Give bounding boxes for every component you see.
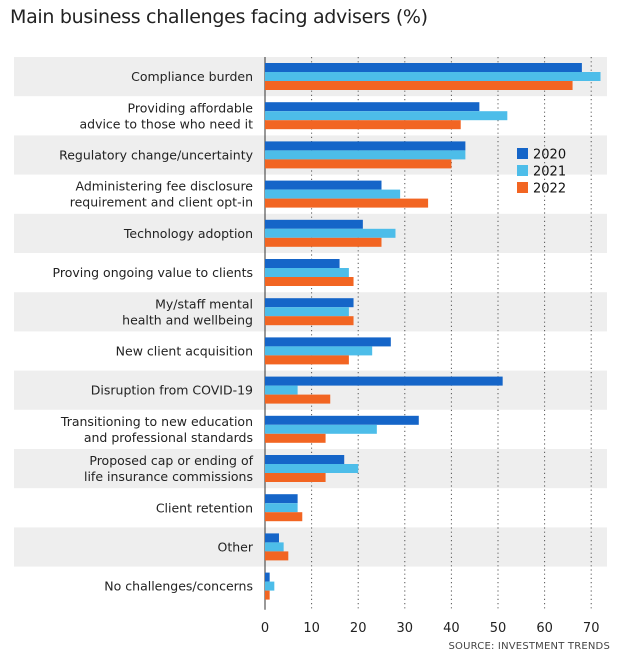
- bar-2021: [265, 581, 275, 591]
- legend-swatch-2022: [517, 182, 528, 193]
- bar-2020: [265, 298, 354, 308]
- bar-2020: [265, 337, 391, 347]
- category-label: Proving ongoing value to clients: [53, 265, 253, 280]
- bar-2021: [265, 346, 373, 356]
- category-label: Disruption from COVID-19: [91, 383, 253, 398]
- chart-title: Main business challenges facing advisers…: [10, 6, 428, 28]
- bar-2022: [265, 590, 270, 600]
- x-tick-label: 70: [583, 621, 600, 636]
- category-label: Regulatory change/uncertainty: [59, 148, 253, 163]
- bar-2021: [265, 503, 298, 513]
- x-tick-label: 10: [303, 621, 320, 636]
- category-label: Transitioning to new education and profes…: [60, 414, 253, 445]
- bar-2022: [265, 316, 354, 326]
- bar-2021: [265, 189, 401, 199]
- bar-2021: [265, 424, 377, 434]
- bar-2022: [265, 394, 331, 404]
- x-tick-label: 20: [350, 621, 367, 636]
- bar-2020: [265, 141, 466, 151]
- bar-2020: [265, 494, 298, 504]
- bar-2021: [265, 542, 284, 552]
- bar-2022: [265, 198, 429, 208]
- legend-swatch-2020: [517, 148, 528, 159]
- bar-2022: [265, 159, 452, 169]
- bar-2022: [265, 355, 349, 365]
- bar-2021: [265, 72, 601, 81]
- x-tick-label: 50: [490, 621, 507, 636]
- bar-2022: [265, 81, 573, 90]
- category-label: No challenges/concerns: [104, 579, 253, 594]
- bar-2020: [265, 259, 340, 268]
- bars: [265, 63, 601, 600]
- bar-2022: [265, 473, 326, 482]
- x-tick-label: 30: [397, 621, 414, 636]
- bar-2021: [265, 268, 349, 277]
- legend-swatch-2021: [517, 165, 528, 176]
- bar-2021: [265, 464, 359, 473]
- source-note: SOURCE: INVESTMENT TRENDS: [448, 641, 610, 652]
- bar-2020: [265, 415, 419, 425]
- bar-2021: [265, 150, 466, 160]
- bar-2020: [265, 219, 363, 229]
- bar-2021: [265, 111, 508, 121]
- category-label: Compliance burden: [131, 69, 253, 84]
- bar-2022: [265, 237, 382, 247]
- bar-2022: [265, 433, 326, 443]
- bar-2020: [265, 376, 503, 386]
- category-label: Administering fee disclosure requirement …: [70, 179, 254, 210]
- bar-2022: [265, 512, 303, 522]
- legend-label-2020: 2020: [533, 148, 566, 163]
- category-label: Proposed cap or ending of life insurance …: [84, 453, 254, 484]
- category-label: Technology adoption: [123, 226, 253, 241]
- x-tick-label: 60: [536, 621, 553, 636]
- bar-2021: [265, 307, 349, 317]
- bar-2022: [265, 277, 354, 286]
- bar-2020: [265, 180, 382, 190]
- x-tick-label: 0: [261, 621, 269, 636]
- bar-2022: [265, 551, 289, 561]
- x-tick-label: 40: [443, 621, 460, 636]
- bar-2020: [265, 102, 480, 112]
- legend-label-2021: 2021: [533, 165, 566, 180]
- bar-2020: [265, 63, 582, 72]
- row-band: [14, 527, 607, 567]
- category-label: My/staff mental health and wellbeing: [122, 296, 253, 327]
- legend-label-2022: 2022: [533, 182, 566, 197]
- bar-2022: [265, 120, 461, 130]
- x-tick-labels: 0 10 20 30 40 50 60 70: [261, 621, 600, 636]
- category-label: Client retention: [156, 500, 253, 515]
- bar-2020: [265, 455, 345, 464]
- bar-2020: [265, 533, 279, 543]
- bar-2021: [265, 228, 396, 238]
- bar-2020: [265, 572, 270, 582]
- category-label: Providing affordable advice to those who …: [79, 100, 253, 131]
- category-label: New client acquisition: [116, 344, 253, 359]
- category-label: Other: [218, 540, 254, 555]
- category-labels: Compliance burden Providing affordable adv…: [53, 69, 254, 594]
- legend: 2020 2021 2022: [517, 148, 566, 197]
- bar-2021: [265, 385, 298, 395]
